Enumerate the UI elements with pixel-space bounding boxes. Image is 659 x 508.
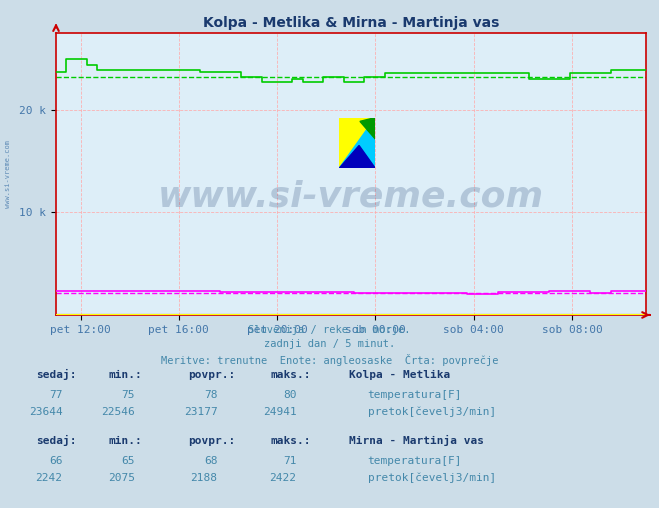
Title: Kolpa - Metlika & Mirna - Martinja vas: Kolpa - Metlika & Mirna - Martinja vas bbox=[203, 16, 499, 30]
Text: sedaj:: sedaj: bbox=[36, 369, 76, 380]
Text: 2075: 2075 bbox=[108, 473, 135, 483]
Text: 66: 66 bbox=[49, 456, 63, 466]
Text: 23177: 23177 bbox=[184, 407, 217, 417]
Text: zadnji dan / 5 minut.: zadnji dan / 5 minut. bbox=[264, 339, 395, 350]
Text: 2422: 2422 bbox=[270, 473, 297, 483]
Text: pretok[čevelj3/min]: pretok[čevelj3/min] bbox=[368, 406, 496, 417]
Text: 75: 75 bbox=[122, 390, 135, 400]
Text: min.:: min.: bbox=[109, 370, 142, 380]
Text: pretok[čevelj3/min]: pretok[čevelj3/min] bbox=[368, 472, 496, 483]
Text: Meritve: trenutne  Enote: angleosaske  Črta: povprečje: Meritve: trenutne Enote: angleosaske Črt… bbox=[161, 354, 498, 366]
Text: min.:: min.: bbox=[109, 436, 142, 447]
Text: www.si-vreme.com: www.si-vreme.com bbox=[5, 140, 11, 208]
Text: temperatura[F]: temperatura[F] bbox=[368, 456, 462, 466]
Text: 2242: 2242 bbox=[36, 473, 63, 483]
Polygon shape bbox=[339, 145, 376, 168]
Text: 80: 80 bbox=[283, 390, 297, 400]
Polygon shape bbox=[339, 117, 376, 168]
Polygon shape bbox=[339, 117, 376, 168]
Polygon shape bbox=[360, 117, 376, 139]
Text: 65: 65 bbox=[122, 456, 135, 466]
Text: Slovenija / reke in morje.: Slovenija / reke in morje. bbox=[248, 325, 411, 335]
Text: 23644: 23644 bbox=[29, 407, 63, 417]
Text: www.si-vreme.com: www.si-vreme.com bbox=[158, 179, 544, 213]
Text: 2188: 2188 bbox=[190, 473, 217, 483]
Text: 77: 77 bbox=[49, 390, 63, 400]
Text: 68: 68 bbox=[204, 456, 217, 466]
Text: 71: 71 bbox=[283, 456, 297, 466]
Text: 24941: 24941 bbox=[263, 407, 297, 417]
Text: Mirna - Martinja vas: Mirna - Martinja vas bbox=[349, 435, 484, 447]
Text: sedaj:: sedaj: bbox=[36, 435, 76, 447]
Text: Kolpa - Metlika: Kolpa - Metlika bbox=[349, 370, 451, 380]
Text: maks.:: maks.: bbox=[270, 370, 310, 380]
Text: povpr.:: povpr.: bbox=[188, 370, 235, 380]
Text: 22546: 22546 bbox=[101, 407, 135, 417]
Text: povpr.:: povpr.: bbox=[188, 436, 235, 447]
Text: temperatura[F]: temperatura[F] bbox=[368, 390, 462, 400]
Text: 78: 78 bbox=[204, 390, 217, 400]
Text: maks.:: maks.: bbox=[270, 436, 310, 447]
